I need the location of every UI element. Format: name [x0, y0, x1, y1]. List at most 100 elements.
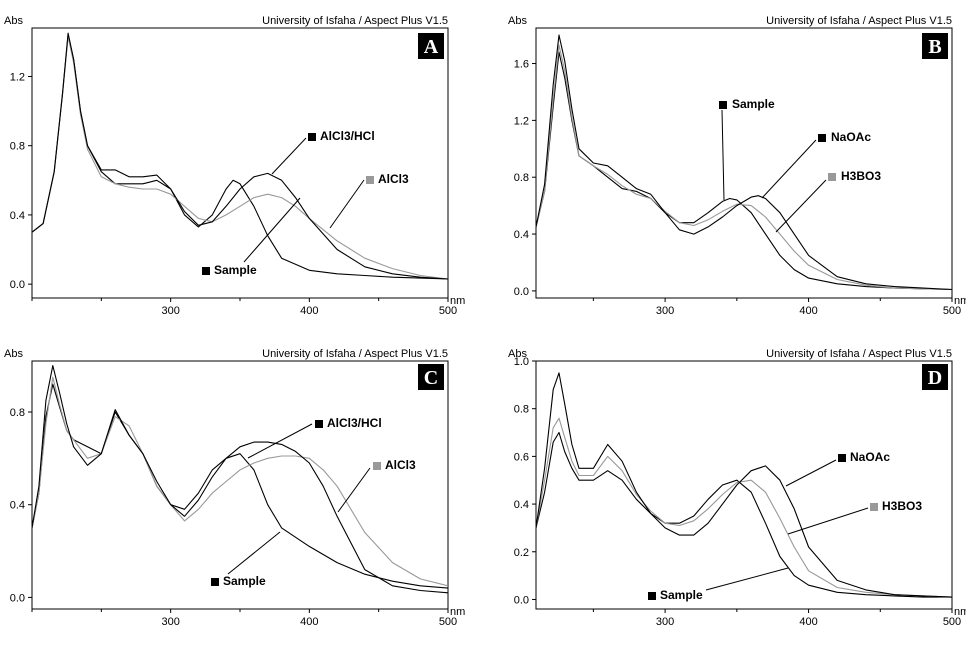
y-tick-label: 0.0 [514, 594, 529, 606]
plot-frame [535, 360, 953, 610]
chart-panel-c: Abs University of Isfaha / Aspect Plus V1… [4, 348, 465, 628]
panel-badge-label: D [928, 367, 942, 389]
panel-badge [418, 364, 444, 390]
y-axis-label: Abs [508, 348, 527, 360]
software-header: University of Isfaha / Aspect Plus V1.5 [262, 348, 448, 360]
legend-label: NaOAc [831, 130, 871, 144]
legend-marker [308, 133, 316, 141]
legend-leader-line [247, 423, 313, 459]
plot-frame [535, 27, 953, 299]
chart-panel-a: Abs University of Isfaha / Aspect Plus V1… [4, 15, 465, 317]
legend-leader-line [785, 459, 837, 487]
x-tick-label: 400 [799, 616, 817, 628]
panel-badge-label: A [424, 36, 439, 58]
legend-label: AlCl3/HCl [327, 416, 382, 430]
panel-badge-label: C [424, 367, 438, 389]
y-axis-label: Abs [4, 15, 23, 27]
legend-label: AlCl3 [385, 458, 416, 472]
legend-marker [828, 173, 836, 181]
legend-label: NaOAc [850, 450, 890, 464]
legend-leader-line [775, 179, 827, 233]
x-tick-label: 300 [161, 305, 179, 317]
series-line-alcl3 [31, 376, 449, 587]
chart-panel-d: Abs University of Isfaha / Aspect Plus V1… [508, 348, 966, 628]
x-tick-label: 500 [439, 305, 457, 317]
x-tick-label: 500 [943, 305, 961, 317]
software-header: University of Isfaha / Aspect Plus V1.5 [766, 15, 952, 27]
y-tick-label: 0.4 [10, 500, 25, 512]
legend-label: H3BO3 [841, 169, 881, 183]
legend-label: Sample [214, 263, 257, 277]
series-line-h3bo3 [535, 417, 953, 598]
legend-leader-line [721, 109, 725, 201]
plot-frame [31, 360, 449, 610]
y-tick-label: 1.0 [514, 356, 529, 368]
series-line-naoac [535, 34, 953, 291]
legend-label: H3BO3 [882, 499, 922, 513]
legend-label: Sample [223, 574, 266, 588]
series-line-sample [31, 383, 449, 589]
legend-marker [818, 134, 826, 142]
panel-badge [922, 364, 948, 390]
legend-marker [838, 454, 846, 462]
y-tick-label: 0.4 [10, 210, 25, 222]
y-tick-label: 0.8 [10, 407, 25, 419]
x-unit-label: nm [954, 295, 966, 307]
legend-marker [211, 578, 219, 586]
y-tick-label: 0.8 [514, 404, 529, 416]
x-tick-label: 300 [656, 616, 674, 628]
legend-label: Sample [732, 97, 775, 111]
legend-leader-line [243, 197, 301, 263]
y-tick-label: 0.0 [10, 279, 25, 291]
legend-marker [202, 267, 210, 275]
series-line-alcl3-hcl [31, 365, 449, 594]
series-line-sample [535, 51, 953, 291]
x-tick-label: 400 [300, 616, 318, 628]
y-tick-label: 0.8 [514, 172, 529, 184]
x-tick-label: 300 [161, 616, 179, 628]
y-tick-label: 0.6 [514, 451, 529, 463]
legend-label: Sample [660, 588, 703, 602]
x-tick-label: 400 [799, 305, 817, 317]
x-unit-label: nm [450, 295, 465, 307]
panel-badge [922, 33, 948, 59]
y-tick-label: 0.2 [514, 547, 529, 559]
y-axis-label: Abs [4, 348, 23, 360]
chart-panel-b: Abs University of Isfaha / Aspect Plus V1… [508, 15, 966, 317]
legend-leader-line [787, 507, 869, 535]
legend-leader-line [271, 137, 307, 175]
legend-leader-line [337, 467, 371, 513]
legend-marker [366, 176, 374, 184]
series-line-alcl3 [31, 36, 449, 280]
software-header: University of Isfaha / Aspect Plus V1.5 [262, 15, 448, 27]
legend-label: AlCl3 [378, 172, 409, 186]
y-tick-label: 1.6 [514, 59, 529, 71]
y-tick-label: 0.0 [10, 592, 25, 604]
legend-leader-line [329, 179, 365, 229]
y-axis-label: Abs [508, 15, 527, 27]
legend-leader-line [227, 531, 281, 575]
legend-label: AlCl3/HCl [320, 129, 375, 143]
y-tick-label: 0.4 [514, 229, 529, 241]
series-line-sample [535, 431, 952, 598]
y-tick-label: 0.8 [10, 141, 25, 153]
legend-marker [648, 592, 656, 600]
series-line-alcl3-hcl [31, 32, 449, 280]
legend-marker [719, 101, 727, 109]
y-tick-label: 0.4 [514, 499, 529, 511]
legend-marker [373, 462, 381, 470]
y-tick-label: 1.2 [10, 71, 25, 83]
legend-marker [315, 420, 323, 428]
panel-badge-label: B [928, 36, 941, 58]
legend-leader-line [705, 567, 789, 591]
x-unit-label: nm [450, 606, 465, 618]
legend-leader-line [761, 139, 817, 199]
panel-badge [418, 33, 444, 59]
series-line-naoac [535, 372, 953, 598]
legend-marker [870, 503, 878, 511]
y-tick-label: 0.0 [514, 286, 529, 298]
x-tick-label: 400 [300, 305, 318, 317]
x-tick-label: 500 [439, 616, 457, 628]
series-line-h3bo3 [535, 44, 953, 291]
